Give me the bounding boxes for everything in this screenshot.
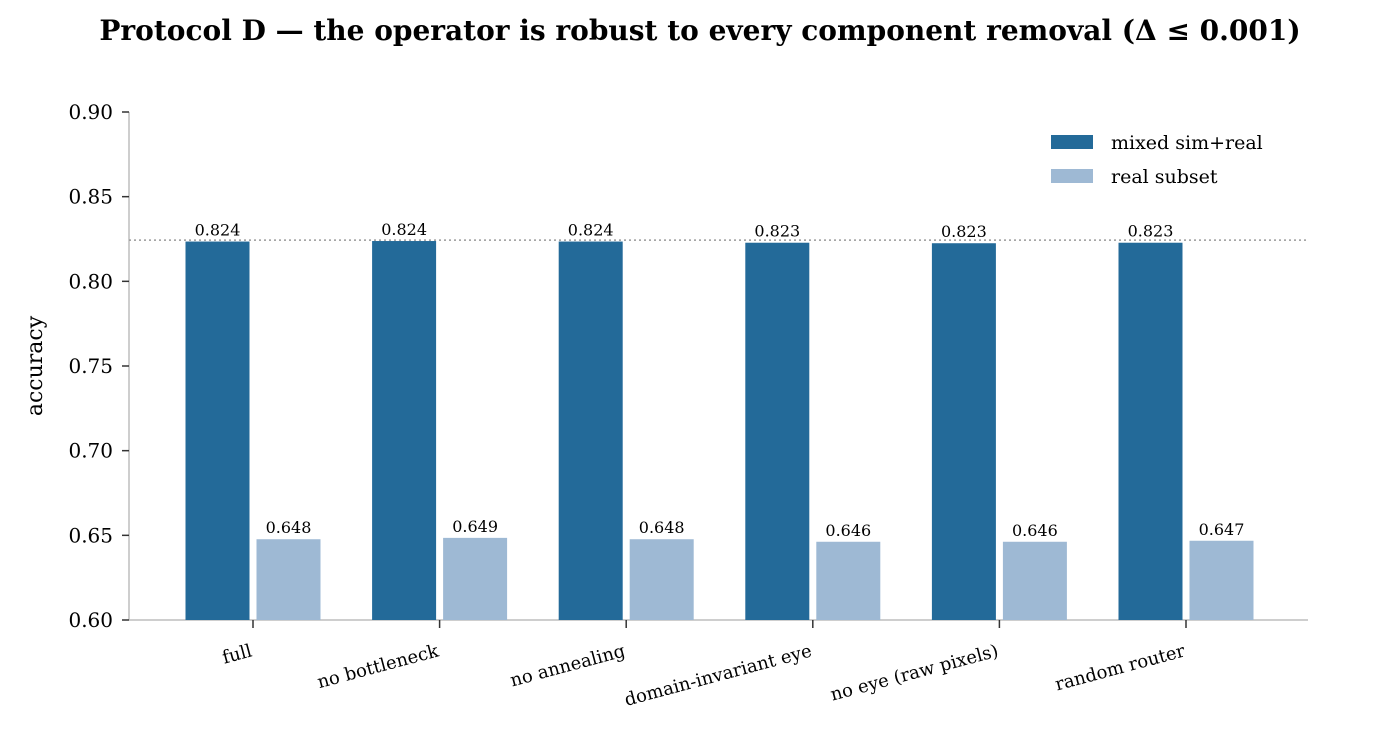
bar-real-4 bbox=[1002, 541, 1067, 620]
data-label: 0.648 bbox=[266, 518, 312, 537]
bar-real-0 bbox=[256, 539, 321, 620]
y-axis: 0.60 0.65 0.70 0.75 0.80 0.85 0.90 accuracy bbox=[23, 100, 130, 632]
legend-label: mixed sim+real bbox=[1111, 132, 1263, 154]
y-tick-label: 0.85 bbox=[68, 185, 113, 209]
chart-title: Protocol D — the operator is robust to e… bbox=[99, 14, 1301, 47]
x-tick-label: no bottleneck bbox=[315, 640, 442, 693]
y-axis-title: accuracy bbox=[23, 315, 48, 416]
bar-mixed-1 bbox=[372, 241, 437, 621]
legend-label: real subset bbox=[1111, 166, 1218, 188]
y-tick-label: 0.90 bbox=[68, 100, 113, 124]
bar-mixed-4 bbox=[931, 243, 996, 620]
data-labels-group: 0.824 0.648 0.824 0.649 0.824 0.648 0.823 0.646… bbox=[195, 220, 1245, 540]
y-tick-label: 0.60 bbox=[68, 608, 113, 632]
bar-mixed-0 bbox=[185, 241, 250, 621]
legend-swatch bbox=[1051, 169, 1093, 183]
data-label: 0.646 bbox=[825, 521, 871, 540]
data-label: 0.823 bbox=[754, 222, 800, 241]
bar-mixed-5 bbox=[1118, 242, 1183, 620]
x-tick-label: no annealing bbox=[508, 641, 628, 692]
bars-group bbox=[129, 239, 1308, 621]
data-label: 0.824 bbox=[381, 220, 427, 239]
bar-mixed-3 bbox=[745, 242, 810, 620]
data-label: 0.647 bbox=[1199, 520, 1245, 539]
data-label: 0.824 bbox=[195, 221, 241, 240]
bar-mixed-2 bbox=[558, 241, 623, 621]
data-label: 0.649 bbox=[452, 517, 498, 536]
data-label: 0.823 bbox=[941, 222, 987, 241]
bar-real-1 bbox=[443, 537, 508, 620]
bar-real-3 bbox=[816, 541, 881, 620]
x-tick-label: domain-invariant eye bbox=[622, 641, 814, 711]
y-tick-label: 0.80 bbox=[68, 269, 113, 293]
data-label: 0.646 bbox=[1012, 521, 1058, 540]
data-label: 0.648 bbox=[639, 518, 685, 537]
bar-real-5 bbox=[1189, 540, 1254, 620]
legend: mixed sim+real real subset bbox=[1051, 132, 1263, 188]
x-tick-label: no eye (raw pixels) bbox=[828, 641, 1000, 706]
y-tick-label: 0.65 bbox=[68, 523, 113, 547]
bar-real-2 bbox=[629, 539, 694, 620]
y-tick-label: 0.75 bbox=[68, 354, 113, 378]
x-axis: full no bottleneck no annealingdomain-inva… bbox=[129, 619, 1308, 711]
data-label: 0.824 bbox=[568, 221, 614, 240]
y-tick-label: 0.70 bbox=[68, 439, 113, 463]
legend-swatch bbox=[1051, 135, 1093, 149]
x-tick-label: random router bbox=[1053, 640, 1188, 695]
x-tick-label: full bbox=[220, 640, 254, 668]
data-label: 0.823 bbox=[1128, 222, 1174, 241]
